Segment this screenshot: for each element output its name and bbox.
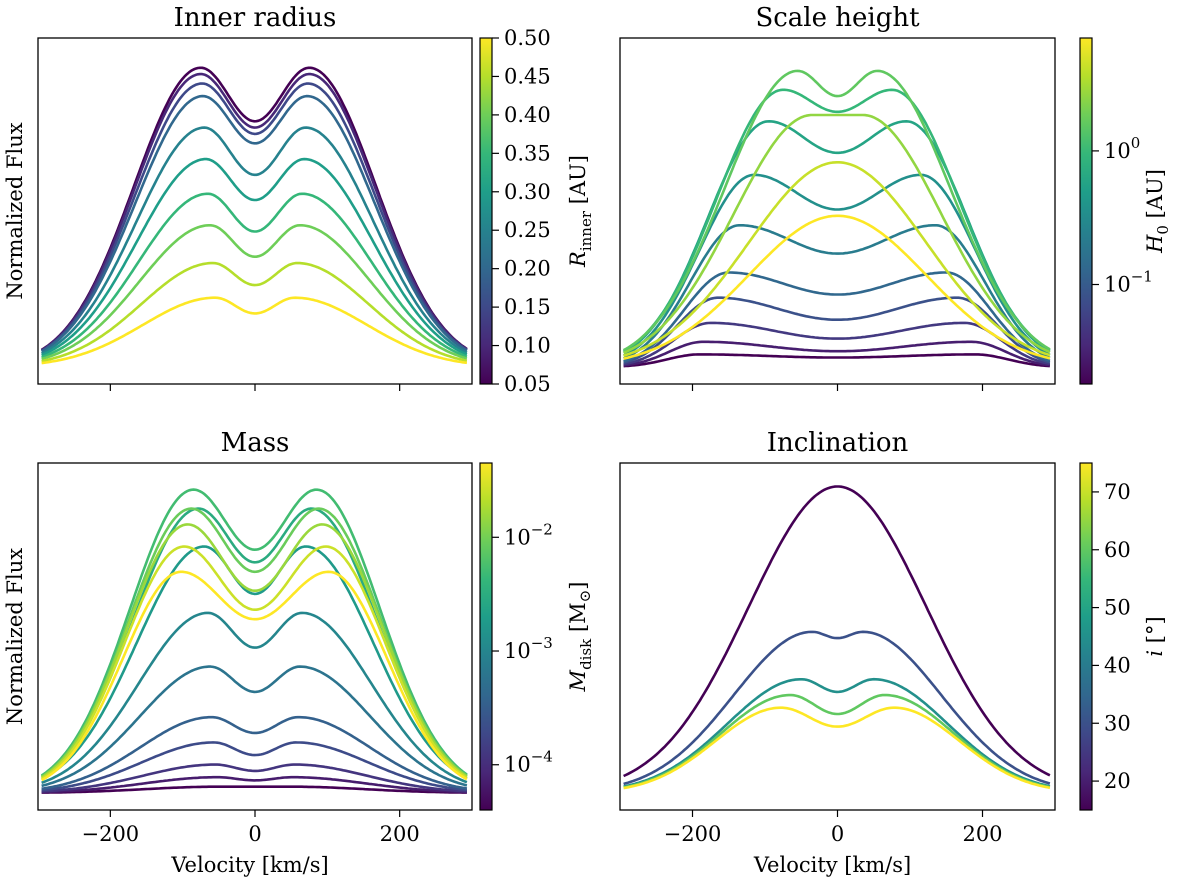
colorbar-label: Mdisk [M⊙] [566,582,595,693]
panel-title: Mass [221,428,290,458]
series-line-H12 [623,161,1051,357]
series-line-M14 [40,570,468,782]
y-axis-label: Normalized Flux [3,122,27,299]
x-tick-label: 0 [831,822,844,846]
series-line-75 [623,706,1051,790]
panel-title: Scale height [755,3,920,33]
series-line-M3 [41,763,467,793]
y-axis-label: Normalized Flux [3,548,27,725]
axes-frame [37,462,473,811]
series-line-0.35 [41,192,468,359]
series-line-M1 [41,785,467,794]
colorbar-tick-label: 50 [1104,596,1131,620]
colorbar-tick-label: 30 [1104,711,1131,735]
colorbar-tick-label: 0.40 [504,103,551,127]
series-line-H5 [623,271,1051,363]
series-line-M5 [41,715,468,790]
colorbar-tick-label: 60 [1104,538,1131,562]
colorbar-tick-label: 0.20 [504,257,551,281]
colorbar-tick-label: 20 [1104,769,1131,793]
series-line-H6 [623,224,1051,360]
series-line-M6 [41,665,468,788]
series-line-H1 [623,353,1051,368]
series-line-0.25 [41,126,468,355]
colorbar-tick-label: 0.30 [504,180,551,204]
series-line-M4 [41,741,468,792]
series-line-60 [623,693,1051,789]
colorbar-tick-label: 0.15 [504,295,551,319]
axes-frame [619,462,1056,811]
colorbar-label: i [°] [1143,616,1167,656]
colorbar [1079,462,1093,811]
x-tick-label: 200 [380,822,420,846]
series-line-H13 [623,214,1051,360]
series-line-30 [623,630,1051,786]
colorbar [1079,37,1093,385]
colorbar [479,462,493,811]
panel-title: Inclination [767,428,909,458]
series-line-M12 [40,523,468,779]
x-tick-label: −200 [664,822,722,846]
series-line-H11 [623,113,1051,355]
x-axis-label: Velocity [km/s] [170,853,328,877]
series-line-0.30 [41,157,468,357]
colorbar-tick-label: 0.25 [504,218,551,242]
series-line-0.20 [40,94,468,353]
colorbar-tick-label: 10−2 [504,520,553,549]
colorbar-tick-label: 40 [1104,653,1131,677]
x-tick-label: −200 [81,822,139,846]
colorbar-tick-label: 0.45 [504,64,551,88]
series-line-0.50 [41,296,468,365]
series-line-15 [623,485,1051,778]
panel-inner-radius: Inner radius Normalized Flux 0.05 0.10 0.15 0… [3,3,595,396]
series-line-M10 [40,488,468,777]
colorbar-tick-label: 70 [1104,480,1131,504]
series-line-M2 [41,775,467,794]
x-axis-label: Velocity [km/s] [753,853,911,877]
colorbar-tick-label: 100 [1104,134,1140,163]
x-tick-label: 200 [962,822,1002,846]
series-line-0.45 [41,261,468,363]
series-line-M13 [40,545,468,780]
colorbar-tick-label: 10−1 [1104,268,1153,297]
colorbar-tick-label: 0.05 [504,372,551,396]
series-line-0.15 [40,82,468,352]
colorbar [479,37,493,385]
panel-title: Inner radius [174,3,337,33]
axes-frame [37,37,473,385]
colorbar-tick-label: 0.10 [504,334,551,358]
colorbar-tick-label: 0.35 [504,141,551,165]
colorbar-label: Rinner [AU] [566,155,595,268]
series-line-45 [623,677,1051,788]
series-line-H4 [623,296,1051,364]
colorbar-tick-label: 0.50 [504,26,551,50]
series-line-M7 [41,611,468,784]
series-line-H9 [622,88,1051,353]
series-line-0.40 [41,224,468,361]
series-line-H10 [622,69,1051,352]
colorbar-label: H0 [AU] [1143,169,1172,254]
series-line-M8 [41,545,468,781]
panel-inclination: Inclination −200 0 200 Velocity [km/s] 20 30 40… [619,428,1167,877]
colorbar-tick-label: 10−3 [504,634,553,663]
x-tick-label: 0 [248,822,261,846]
series-line-0.10 [40,72,468,352]
panel-mass: Mass −200 0 200 Velocity [km/s] Normalized Fl… [3,428,595,877]
colorbar-tick-label: 10−4 [504,748,553,777]
series-line-H2 [623,340,1051,367]
